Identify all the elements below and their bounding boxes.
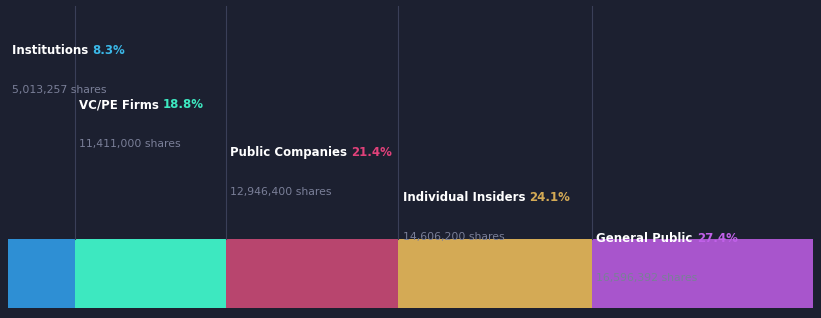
Text: Public Companies: Public Companies — [231, 146, 351, 159]
Text: 27.4%: 27.4% — [697, 232, 738, 245]
Text: Institutions: Institutions — [12, 44, 93, 57]
Text: 24.1%: 24.1% — [530, 190, 570, 204]
Text: 21.4%: 21.4% — [351, 146, 392, 159]
Text: VC/PE Firms: VC/PE Firms — [79, 98, 163, 111]
FancyBboxPatch shape — [8, 238, 75, 308]
Text: 14,606,200 shares: 14,606,200 shares — [402, 232, 504, 242]
Text: 18.8%: 18.8% — [163, 98, 204, 111]
Text: General Public: General Public — [596, 232, 697, 245]
FancyBboxPatch shape — [398, 238, 592, 308]
Text: 11,411,000 shares: 11,411,000 shares — [79, 140, 181, 149]
FancyBboxPatch shape — [75, 238, 227, 308]
Text: 5,013,257 shares: 5,013,257 shares — [12, 86, 107, 95]
FancyBboxPatch shape — [592, 238, 813, 308]
Text: 8.3%: 8.3% — [93, 44, 126, 57]
Text: 12,946,400 shares: 12,946,400 shares — [231, 187, 332, 197]
Text: 16,596,392 shares: 16,596,392 shares — [596, 273, 698, 283]
FancyBboxPatch shape — [227, 238, 398, 308]
Text: Individual Insiders: Individual Insiders — [402, 190, 530, 204]
